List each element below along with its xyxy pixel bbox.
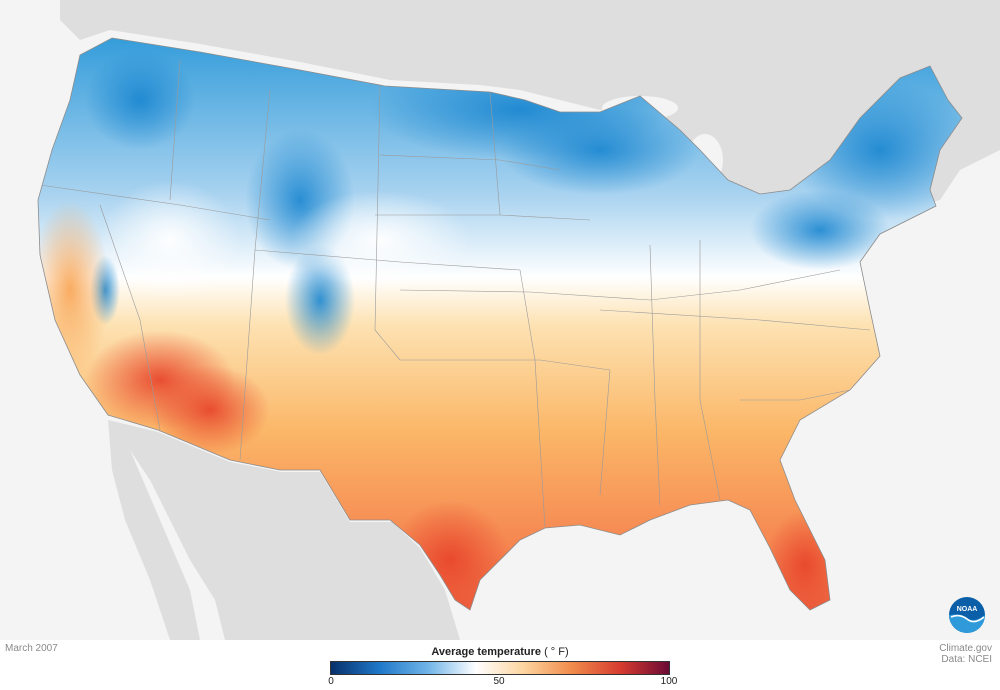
legend-tick-mid: 50 (493, 676, 505, 687)
mexico-landmass (108, 420, 460, 640)
credit-site: Climate.gov (939, 643, 992, 654)
legend-title: Average temperature ( ° F) (330, 646, 670, 658)
baja-peninsula (108, 420, 200, 640)
canada-landmass (60, 0, 1000, 240)
legend-tick-min: 0 (328, 676, 334, 687)
noaa-logo: NOAA (948, 596, 986, 639)
temperature-map (37, 0, 1000, 640)
legend-tick-max: 100 (660, 676, 678, 687)
legend-title-text: Average temperature (431, 646, 541, 658)
map-area (37, 0, 1000, 640)
conus-outline (37, 37, 963, 611)
noaa-logo-text: NOAA (957, 606, 978, 613)
map-footer: March 2007 Climate.gov Data: NCEI Averag… (0, 640, 1000, 690)
credit-data: Data: NCEI (941, 654, 992, 665)
legend-unit: ( ° F) (544, 646, 569, 658)
state-boundaries (39, 59, 871, 529)
date-label: March 2007 (5, 643, 58, 654)
legend-color-bar (330, 661, 670, 675)
